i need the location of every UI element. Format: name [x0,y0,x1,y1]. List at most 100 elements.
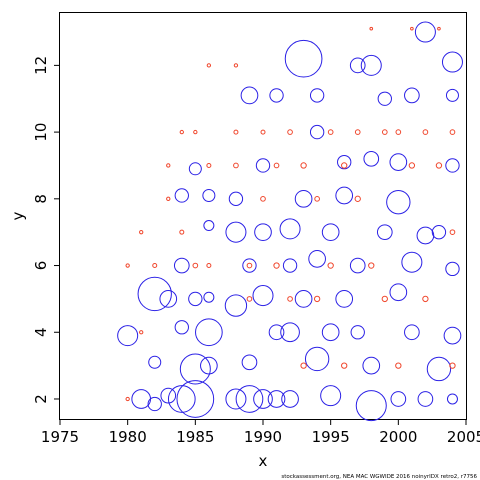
data-point [404,324,420,341]
data-point [446,393,458,405]
data-point [390,391,407,407]
data-point [242,258,257,273]
data-point [287,296,293,302]
data-point [389,153,408,171]
data-point [294,189,313,208]
x-tick-label: 1990 [244,428,282,446]
data-point [435,162,443,169]
data-point [445,261,460,277]
data-point [368,262,375,269]
data-point [313,295,321,303]
data-point [341,362,348,369]
data-point [321,223,340,242]
data-point [349,57,366,74]
data-point [309,88,325,103]
data-point [192,262,199,269]
data-point [179,229,185,235]
y-tick-label: 8 [32,194,50,204]
data-point [152,263,158,269]
data-point [401,251,423,273]
data-point [252,285,274,307]
data-point [279,218,301,240]
data-point [139,230,144,235]
data-point [188,291,203,307]
data-point [294,290,313,308]
data-point [179,353,211,385]
data-point [416,226,435,245]
data-point [321,323,340,342]
data-point [254,223,272,242]
data-point [381,295,388,303]
data-point [179,129,184,135]
data-point [350,325,365,340]
data-point [449,129,456,135]
data-point [203,220,215,232]
data-point [395,362,402,369]
data-point [349,257,366,274]
data-point [284,39,323,78]
data-point [235,385,264,413]
data-point [241,354,258,371]
data-point [225,388,247,410]
data-point [404,87,420,104]
data-point [125,263,130,268]
data-point [362,356,381,375]
data-point [268,324,285,341]
data-point [354,195,361,202]
data-point [228,191,244,206]
data-point [422,129,429,135]
y-tick-label: 4 [32,327,50,337]
data-point [441,51,463,73]
data-point [260,129,266,135]
data-point [255,158,271,173]
data-point [117,325,139,347]
data-point [337,154,352,170]
footnote: stockassessment.org, NEA MAC WGWIDE 2016… [281,474,477,480]
data-point [174,320,189,335]
x-axis: 1975 1980 1985 1990 1995 2000 2005 [41,419,480,446]
data-point [233,129,239,135]
data-point [148,355,162,369]
data-point [389,283,408,302]
data-point [233,63,239,68]
data-point [202,188,216,202]
data-point [233,162,239,169]
data-point [335,186,354,205]
data-point [282,258,298,273]
data-point [147,396,162,412]
data-point [414,21,436,43]
data-point [327,262,334,269]
data-point [320,385,342,407]
data-point [431,225,447,240]
data-point [193,129,198,135]
data-point [408,162,416,169]
x-axis-title: x [259,452,268,470]
data-point [300,162,307,169]
data-point [410,26,414,31]
data-point [327,129,334,135]
data-point [422,295,429,303]
data-point [139,330,144,335]
data-point [246,296,253,302]
data-point [203,291,215,303]
data-point [269,88,284,103]
x-tick-label: 2005 [447,428,480,446]
data-point [166,196,171,201]
data-point [281,390,299,408]
y-tick-label: 10 [32,123,50,142]
data-point [206,162,212,168]
data-point [369,26,374,31]
data-point [173,257,190,274]
data-point [445,88,459,102]
data-point [206,63,212,68]
data-point [240,86,259,105]
data-point [300,362,307,369]
data-point [176,380,215,418]
data-point [417,391,434,407]
data-point [304,346,330,372]
data-point [314,195,320,202]
data-point [355,390,387,422]
data-point [253,389,273,409]
data-point [354,129,361,135]
